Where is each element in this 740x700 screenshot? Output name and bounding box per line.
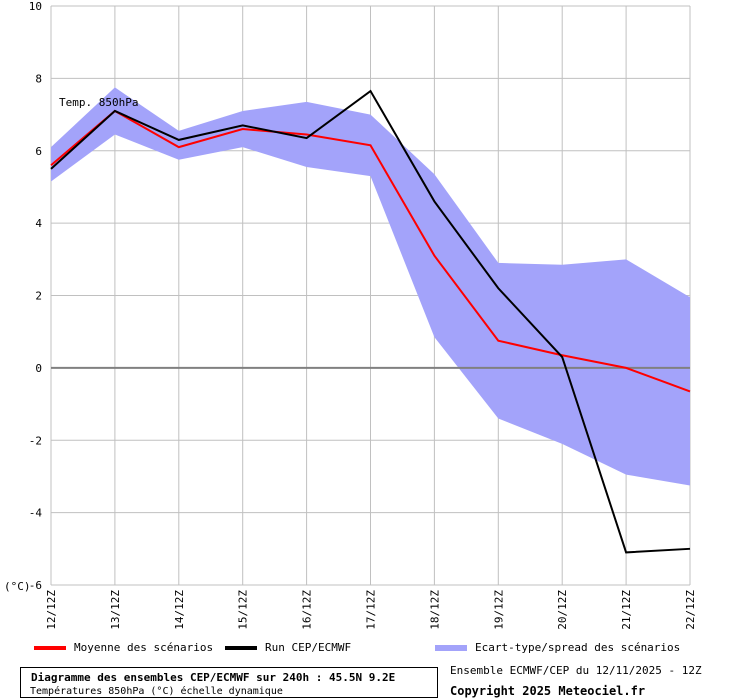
x-tick-label: 14/12Z — [173, 590, 186, 630]
legend-mean-swatch — [34, 646, 66, 650]
legend-spread: Ecart-type/spread des scénarios — [435, 640, 680, 656]
caption-title: Diagramme des ensembles CEP/ECMWF sur 24… — [31, 671, 396, 684]
y-tick-label: 2 — [35, 290, 42, 303]
y-tick-labels: 10 8 6 4 2 0 -2 -4 -6 — [29, 0, 43, 592]
legend-run-label: Run CEP/ECMWF — [265, 641, 352, 654]
spread-area — [51, 87, 690, 486]
x-tick-label: 21/12Z — [620, 590, 633, 630]
ensemble-chart: 10 8 6 4 2 0 -2 -4 -6 12/12Z 13/12Z 14/12Z 15/12Z 16… — [4, 0, 697, 630]
x-tick-label: 20/12Z — [556, 590, 569, 630]
legend-spread-label: Ecart-type/spread des scénarios — [475, 641, 681, 654]
run-series-line — [50, 89, 691, 554]
spread-area-layer — [51, 87, 690, 486]
x-tick-label: 22/12Z — [684, 590, 697, 630]
legend-run-swatch — [225, 646, 257, 650]
legend-mean-label: Moyenne des scénarios — [74, 641, 214, 654]
y-tick-label: 6 — [35, 145, 42, 158]
x-tick-label: 13/12Z — [109, 590, 122, 630]
x-tick-labels: 12/12Z 13/12Z 14/12Z 15/12Z 16/12Z 17/12Z 18/1… — [45, 590, 697, 630]
x-tick-label: 12/12Z — [45, 590, 58, 630]
y-tick-label: 8 — [35, 72, 42, 85]
y-tick-label: -2 — [29, 434, 42, 447]
legend-mean: Moyenne des scénarios — [34, 640, 213, 656]
x-tick-label: 18/12Z — [428, 590, 441, 630]
y-tick-label: -4 — [29, 507, 43, 520]
legend-spread-swatch — [435, 645, 467, 651]
y-tick-label: -6 — [29, 579, 42, 592]
copyright-text: Copyright 2025 Meteociel.fr — [450, 684, 646, 698]
x-tick-label: 19/12Z — [492, 590, 505, 630]
ensemble-info: Ensemble ECMWF/CEP du 12/11/2025 - 12Z — [450, 664, 702, 677]
y-tick-label: 0 — [35, 362, 42, 375]
chart-annotation: Temp. 850hPa — [59, 96, 138, 109]
x-tick-label: 15/12Z — [237, 590, 250, 630]
y-tick-label: 4 — [35, 217, 42, 230]
x-tick-label: 16/12Z — [301, 590, 314, 630]
mean-series-line — [50, 109, 691, 393]
caption-subtitle: Températures 850hPa (°C) échelle dynamiq… — [30, 686, 283, 697]
x-tick-label: 17/12Z — [365, 590, 378, 630]
series-layer — [50, 89, 691, 554]
legend-run: Run CEP/ECMWF — [225, 640, 351, 656]
y-unit-label: (°C) — [4, 580, 31, 593]
caption-box: Diagramme des ensembles CEP/ECMWF sur 24… — [20, 667, 438, 698]
y-tick-label: 10 — [29, 0, 42, 13]
